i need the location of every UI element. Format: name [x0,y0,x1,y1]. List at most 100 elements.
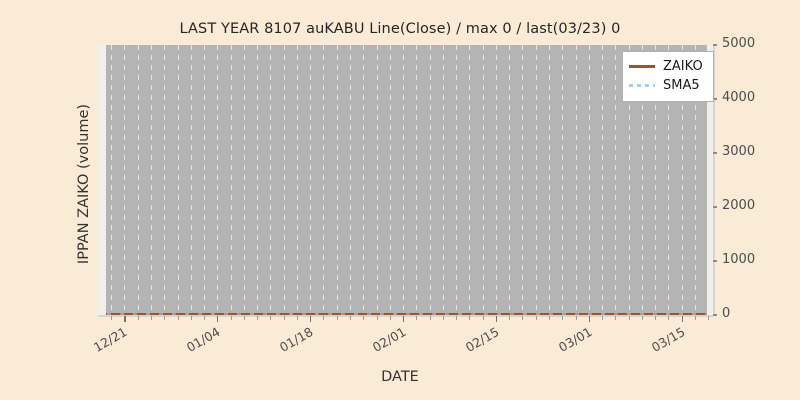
gridline [588,45,590,315]
x-axis-minor-tick [522,316,524,320]
x-axis: 12/21 01/04 01/18 02/01 02/15 03/01 03/15 [91,315,713,375]
legend-line-swatch-zaiko [629,65,655,68]
x-axis-minor-tick [270,316,272,320]
legend-entry-zaiko[interactable]: ZAIKO [629,57,707,76]
legend-label-zaiko: ZAIKO [663,59,703,74]
gridline [243,45,245,315]
x-axis-minor-tick [535,316,537,320]
x-axis-minor-tick [575,316,577,320]
x-axis-minor-tick [708,316,710,320]
gridline [310,45,312,315]
gridline [509,45,511,315]
gridline [124,45,126,315]
gridlines [98,45,713,315]
x-axis-tick-label: 03/15 [648,324,688,356]
legend-label-sma5: SMA5 [663,78,700,93]
gridline [137,45,139,315]
legend-line-swatch-sma5 [629,84,655,87]
x-axis-minor-tick [150,316,152,320]
gridline [403,45,405,315]
y-axis-tick-mark [713,260,717,262]
legend-entry-sma5[interactable]: SMA5 [629,76,707,95]
x-axis-minor-tick [283,316,285,320]
y-axis-tick-label: 4000 [722,90,756,105]
gridline [694,45,696,315]
gridline [442,45,444,315]
gridline [389,45,391,315]
x-axis-tick-label: 02/01 [369,324,409,356]
gridline [283,45,285,315]
x-axis-minor-tick [416,316,418,320]
chart-legend: ZAIKO SMA5 [622,51,714,102]
y-axis-tick-mark [713,152,717,154]
x-axis-minor-tick [389,316,391,320]
x-axis-major-tick [124,316,126,322]
gridline [602,45,604,315]
x-axis-minor-tick [562,316,564,320]
x-axis-minor-tick [323,316,325,320]
x-axis-major-tick [217,316,219,322]
gridline [668,45,670,315]
x-axis-minor-tick [243,316,245,320]
x-axis-major-tick [495,316,498,322]
gridline [190,45,192,315]
gridline [548,45,550,315]
gridline [655,45,657,315]
gridline [495,45,497,315]
gridline [641,45,643,315]
x-axis-minor-tick [177,316,179,320]
gridline [296,45,298,315]
x-axis-minor-tick [111,316,113,320]
gridline [416,45,418,315]
y-axis-tick-label: 2000 [722,198,756,213]
y-axis-tick-mark [713,98,717,100]
x-axis-spine [98,315,713,317]
x-axis-minor-tick [668,316,670,320]
x-axis-minor-tick [363,316,365,320]
x-axis-minor-tick [641,316,643,320]
x-axis-minor-tick [628,316,630,320]
gridline [522,45,524,315]
x-axis-minor-tick [137,316,139,320]
x-axis-minor-tick [615,316,617,320]
y-axis-spine [713,45,715,316]
y-axis-tick-label: 3000 [722,144,756,159]
gridline [349,45,351,315]
gridline [681,45,683,315]
gridline [429,45,431,315]
x-axis-title: DATE [381,369,419,385]
y-axis-title: IPPAN ZAIKO (volume) [76,103,92,265]
plot-area [98,45,713,315]
gridline [270,45,272,315]
y-axis: 0 1000 2000 3000 4000 5000 [713,36,793,321]
x-axis-minor-tick [230,316,232,320]
y-axis-tick-label: 1000 [722,252,756,267]
x-axis-minor-tick [548,316,550,320]
gridline [164,45,166,315]
x-axis-major-tick [588,316,590,322]
x-axis-minor-tick [456,316,458,320]
gridline [615,45,617,315]
y-axis-tick-label: 5000 [722,36,756,51]
plot-left-margin-band [98,45,106,315]
gridline [230,45,232,315]
x-axis-major-tick [681,316,683,322]
chart-title: LAST YEAR 8107 auKABU Line(Close) / max … [179,21,621,37]
plot-right-margin-band [707,45,713,315]
x-axis-minor-tick [257,316,259,320]
x-axis-minor-tick [429,316,431,320]
x-axis-minor-tick [469,316,471,320]
x-axis-minor-tick [164,316,166,320]
x-axis-minor-tick [296,316,298,320]
gridline [456,45,458,315]
gridline [535,45,537,315]
y-axis-tick-label: 0 [722,306,731,321]
x-axis-minor-tick [602,316,604,320]
y-axis-tick-mark [713,44,717,46]
x-axis-minor-tick [655,316,657,320]
x-axis-minor-tick [336,316,338,320]
y-axis-tick-mark [713,314,717,316]
gridline [150,45,152,315]
x-axis-minor-tick [204,316,206,320]
x-axis-minor-tick [349,316,351,320]
